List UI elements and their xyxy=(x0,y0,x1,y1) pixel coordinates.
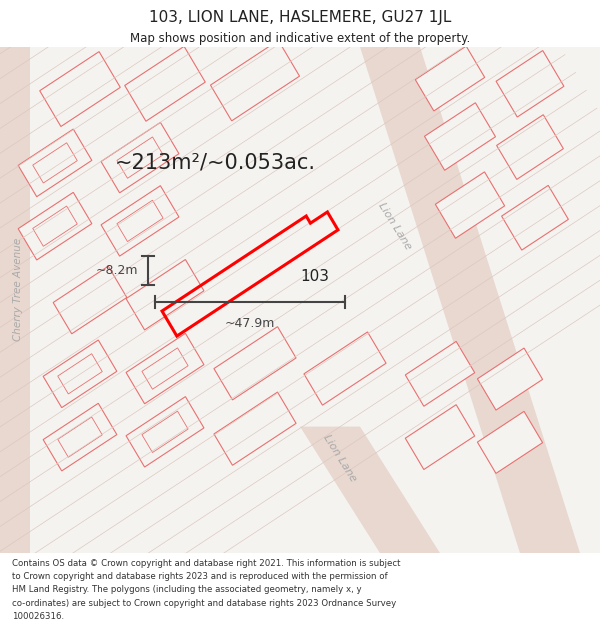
Polygon shape xyxy=(436,172,505,238)
Text: ~213m²/~0.053ac.: ~213m²/~0.053ac. xyxy=(115,153,316,173)
Text: Cherry Tree Avenue: Cherry Tree Avenue xyxy=(13,238,23,341)
Polygon shape xyxy=(360,47,580,553)
Polygon shape xyxy=(497,115,563,179)
Polygon shape xyxy=(300,426,440,553)
Text: Lion Lane: Lion Lane xyxy=(377,201,413,251)
Polygon shape xyxy=(415,46,485,111)
Polygon shape xyxy=(43,403,117,471)
Text: HM Land Registry. The polygons (including the associated geometry, namely x, y: HM Land Registry. The polygons (includin… xyxy=(12,586,362,594)
Polygon shape xyxy=(33,142,77,183)
Text: Contains OS data © Crown copyright and database right 2021. This information is : Contains OS data © Crown copyright and d… xyxy=(12,559,401,568)
Polygon shape xyxy=(117,200,163,242)
Text: 103, LION LANE, HASLEMERE, GU27 1JL: 103, LION LANE, HASLEMERE, GU27 1JL xyxy=(149,10,451,25)
Text: to Crown copyright and database rights 2023 and is reproduced with the permissio: to Crown copyright and database rights 2… xyxy=(12,572,388,581)
Polygon shape xyxy=(18,192,92,260)
Polygon shape xyxy=(125,46,205,121)
Polygon shape xyxy=(117,137,163,178)
Polygon shape xyxy=(126,397,204,467)
Polygon shape xyxy=(43,340,117,408)
Polygon shape xyxy=(0,47,600,553)
Polygon shape xyxy=(478,348,542,410)
Polygon shape xyxy=(142,348,188,389)
Text: 100026316.: 100026316. xyxy=(12,612,64,621)
Polygon shape xyxy=(33,206,77,246)
Polygon shape xyxy=(18,129,92,197)
Polygon shape xyxy=(214,392,296,465)
Polygon shape xyxy=(142,411,188,452)
Polygon shape xyxy=(58,417,102,457)
Polygon shape xyxy=(211,41,299,121)
Text: 103: 103 xyxy=(301,269,329,284)
Text: co-ordinates) are subject to Crown copyright and database rights 2023 Ordnance S: co-ordinates) are subject to Crown copyr… xyxy=(12,599,396,608)
Polygon shape xyxy=(478,411,542,473)
Polygon shape xyxy=(424,102,496,170)
Polygon shape xyxy=(405,405,475,469)
Text: ~47.9m: ~47.9m xyxy=(225,317,275,330)
Text: ~8.2m: ~8.2m xyxy=(95,264,138,277)
Polygon shape xyxy=(53,266,127,334)
Polygon shape xyxy=(496,51,564,117)
Text: Map shows position and indicative extent of the property.: Map shows position and indicative extent… xyxy=(130,32,470,45)
Polygon shape xyxy=(58,354,102,394)
Polygon shape xyxy=(101,186,179,256)
Polygon shape xyxy=(126,333,204,404)
Polygon shape xyxy=(214,327,296,400)
Polygon shape xyxy=(40,52,120,126)
Polygon shape xyxy=(101,122,179,193)
Polygon shape xyxy=(502,186,568,250)
Polygon shape xyxy=(0,47,30,553)
Polygon shape xyxy=(304,332,386,405)
Text: Lion Lane: Lion Lane xyxy=(322,433,358,484)
Polygon shape xyxy=(126,259,204,330)
Polygon shape xyxy=(405,341,475,406)
